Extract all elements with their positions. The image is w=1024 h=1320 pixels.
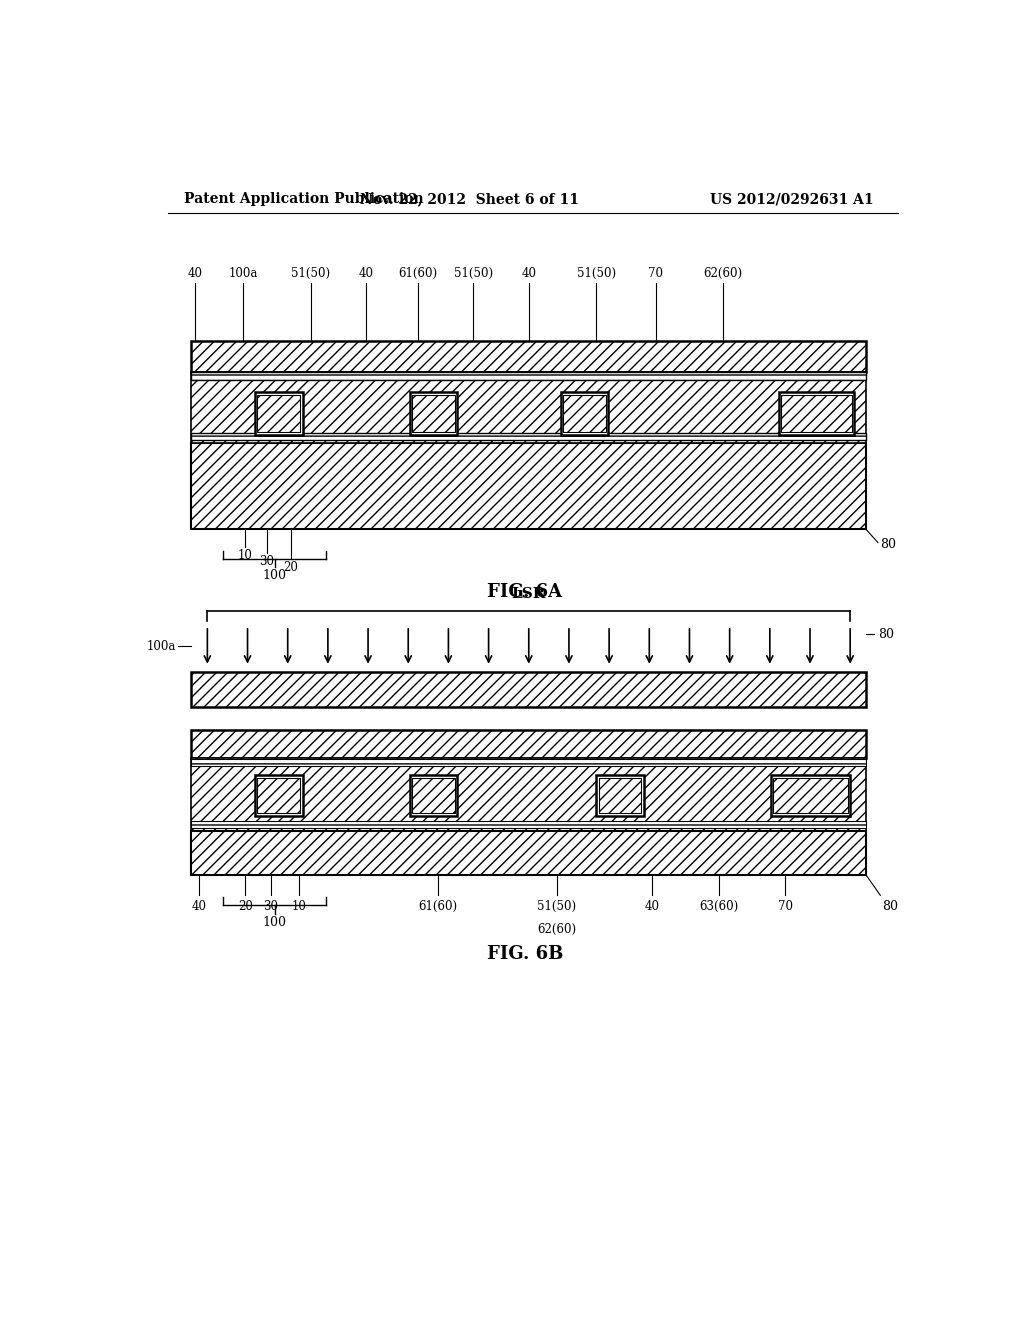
Text: 100: 100 [263, 569, 287, 582]
Text: 10: 10 [238, 549, 253, 562]
Text: 70: 70 [648, 268, 664, 280]
Bar [191, 444, 866, 529]
Text: 20: 20 [238, 900, 253, 913]
Text: 61(60): 61(60) [418, 900, 457, 913]
Text: 51(50): 51(50) [577, 268, 615, 280]
Bar [410, 392, 458, 434]
Text: FIG. 6B: FIG. 6B [486, 945, 563, 964]
Bar [771, 775, 850, 816]
Text: 62(60): 62(60) [703, 268, 742, 280]
Bar [191, 758, 866, 832]
Bar [191, 372, 866, 444]
Text: US 2012/0292631 A1: US 2012/0292631 A1 [711, 191, 873, 206]
Bar [778, 392, 854, 434]
Bar [191, 821, 866, 828]
Bar [191, 372, 866, 380]
Text: Patent Application Publication: Patent Application Publication [183, 191, 423, 206]
Text: 80: 80 [882, 900, 898, 913]
Text: 80: 80 [878, 627, 894, 640]
Text: 63(60): 63(60) [699, 900, 739, 913]
Text: 30: 30 [259, 554, 274, 568]
Bar [773, 779, 848, 813]
Text: 51(50): 51(50) [291, 268, 330, 280]
Text: 100: 100 [263, 916, 287, 928]
Text: 30: 30 [263, 900, 279, 913]
Text: 62(60): 62(60) [537, 923, 577, 936]
Bar [781, 395, 852, 432]
Text: 20: 20 [284, 561, 298, 574]
Bar [191, 342, 866, 372]
Text: 40: 40 [521, 268, 537, 280]
Bar [412, 395, 455, 432]
Bar [191, 832, 866, 875]
Bar [191, 759, 866, 766]
Bar [257, 779, 300, 813]
Bar [599, 779, 641, 813]
Text: LSR: LSR [512, 586, 546, 601]
Text: 40: 40 [191, 900, 207, 913]
Text: 70: 70 [777, 900, 793, 913]
Text: 80: 80 [881, 539, 896, 552]
Text: Nov. 22, 2012  Sheet 6 of 11: Nov. 22, 2012 Sheet 6 of 11 [359, 191, 579, 206]
Text: 40: 40 [188, 268, 203, 280]
Bar [191, 433, 866, 440]
Bar [560, 392, 608, 434]
Text: 10: 10 [291, 900, 306, 913]
Text: 61(60): 61(60) [398, 268, 437, 280]
Text: 40: 40 [358, 268, 374, 280]
Bar [255, 392, 303, 434]
Text: 51(50): 51(50) [537, 900, 577, 913]
Text: 51(50): 51(50) [454, 268, 493, 280]
Bar [412, 779, 455, 813]
Text: 100a: 100a [146, 640, 176, 653]
Bar [596, 775, 644, 816]
Bar [255, 775, 303, 816]
Bar [410, 775, 458, 816]
Text: FIG. 6A: FIG. 6A [487, 583, 562, 601]
Bar [191, 730, 866, 758]
Text: 100a: 100a [228, 268, 258, 280]
Text: 40: 40 [644, 900, 659, 913]
Bar [191, 672, 866, 708]
Bar [257, 395, 300, 432]
Bar [563, 395, 606, 432]
